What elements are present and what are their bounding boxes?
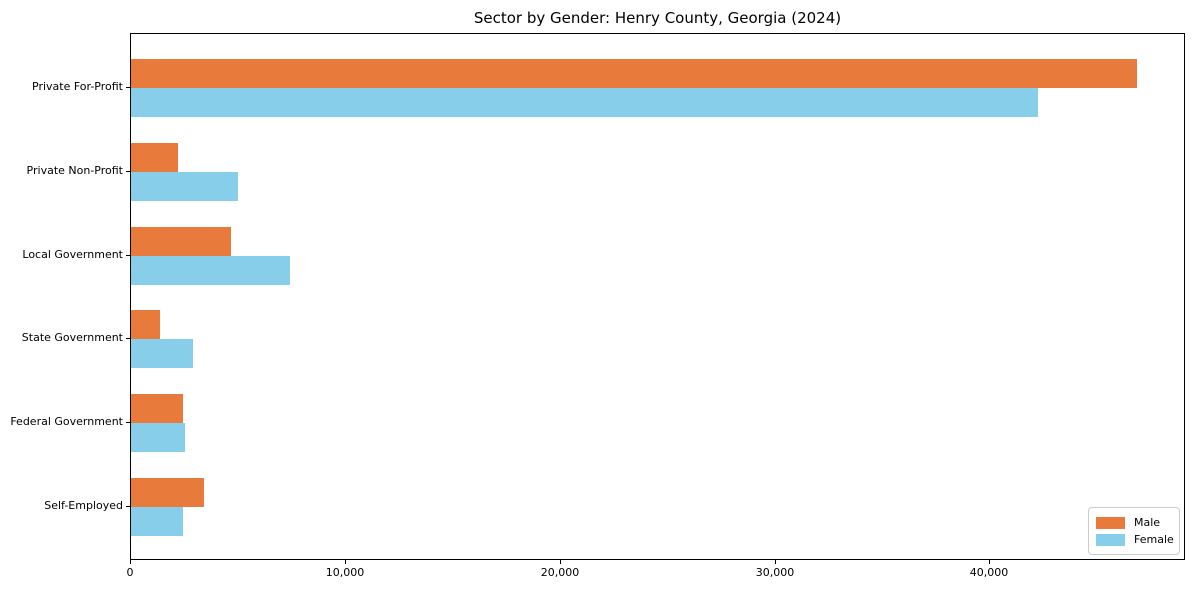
legend-row: Female	[1096, 531, 1174, 548]
y-tick-label: Self-Employed	[44, 499, 123, 512]
female-bar	[131, 88, 1038, 118]
male-legend-swatch	[1096, 516, 1125, 529]
y-tick-label: State Government	[21, 331, 123, 344]
y-tick-mark	[126, 506, 130, 507]
x-tick-label: 20,000	[540, 566, 580, 579]
male-bar	[131, 477, 204, 507]
x-tick-label: 40,000	[969, 566, 1009, 579]
x-tick-mark	[989, 560, 990, 564]
y-tick-mark	[126, 422, 130, 423]
male-bar	[131, 59, 1137, 89]
male-bar	[131, 226, 231, 256]
x-tick-mark	[560, 560, 561, 564]
y-tick-label: Federal Government	[10, 415, 123, 428]
y-tick-mark	[126, 255, 130, 256]
male-bar	[131, 143, 178, 173]
female-bar	[131, 255, 290, 285]
y-tick-mark	[126, 338, 130, 339]
female-bar	[131, 339, 193, 369]
x-tick-mark	[345, 560, 346, 564]
plot-area	[130, 33, 1185, 560]
female-legend-swatch	[1096, 533, 1125, 546]
y-tick-label: Private For-Profit	[32, 80, 123, 93]
legend-label: Male	[1134, 516, 1161, 529]
x-tick-mark	[130, 560, 131, 564]
legend: Male Female	[1088, 507, 1180, 555]
male-bar	[131, 393, 183, 423]
y-tick-mark	[126, 171, 130, 172]
x-tick-label: 30,000	[755, 566, 795, 579]
x-tick-mark	[775, 560, 776, 564]
x-tick-label: 0	[126, 566, 134, 579]
female-bar	[131, 172, 238, 202]
y-tick-label: Private Non-Profit	[26, 164, 123, 177]
legend-row: Male	[1096, 514, 1171, 531]
y-tick-mark	[126, 87, 130, 88]
chart-title: Sector by Gender: Henry County, Georgia …	[473, 9, 842, 27]
female-bar	[131, 506, 183, 536]
y-tick-label: Local Government	[22, 248, 123, 261]
male-bar	[131, 310, 160, 340]
legend-label: Female	[1134, 533, 1174, 546]
x-tick-label: 10,000	[325, 566, 365, 579]
female-bar	[131, 422, 185, 452]
